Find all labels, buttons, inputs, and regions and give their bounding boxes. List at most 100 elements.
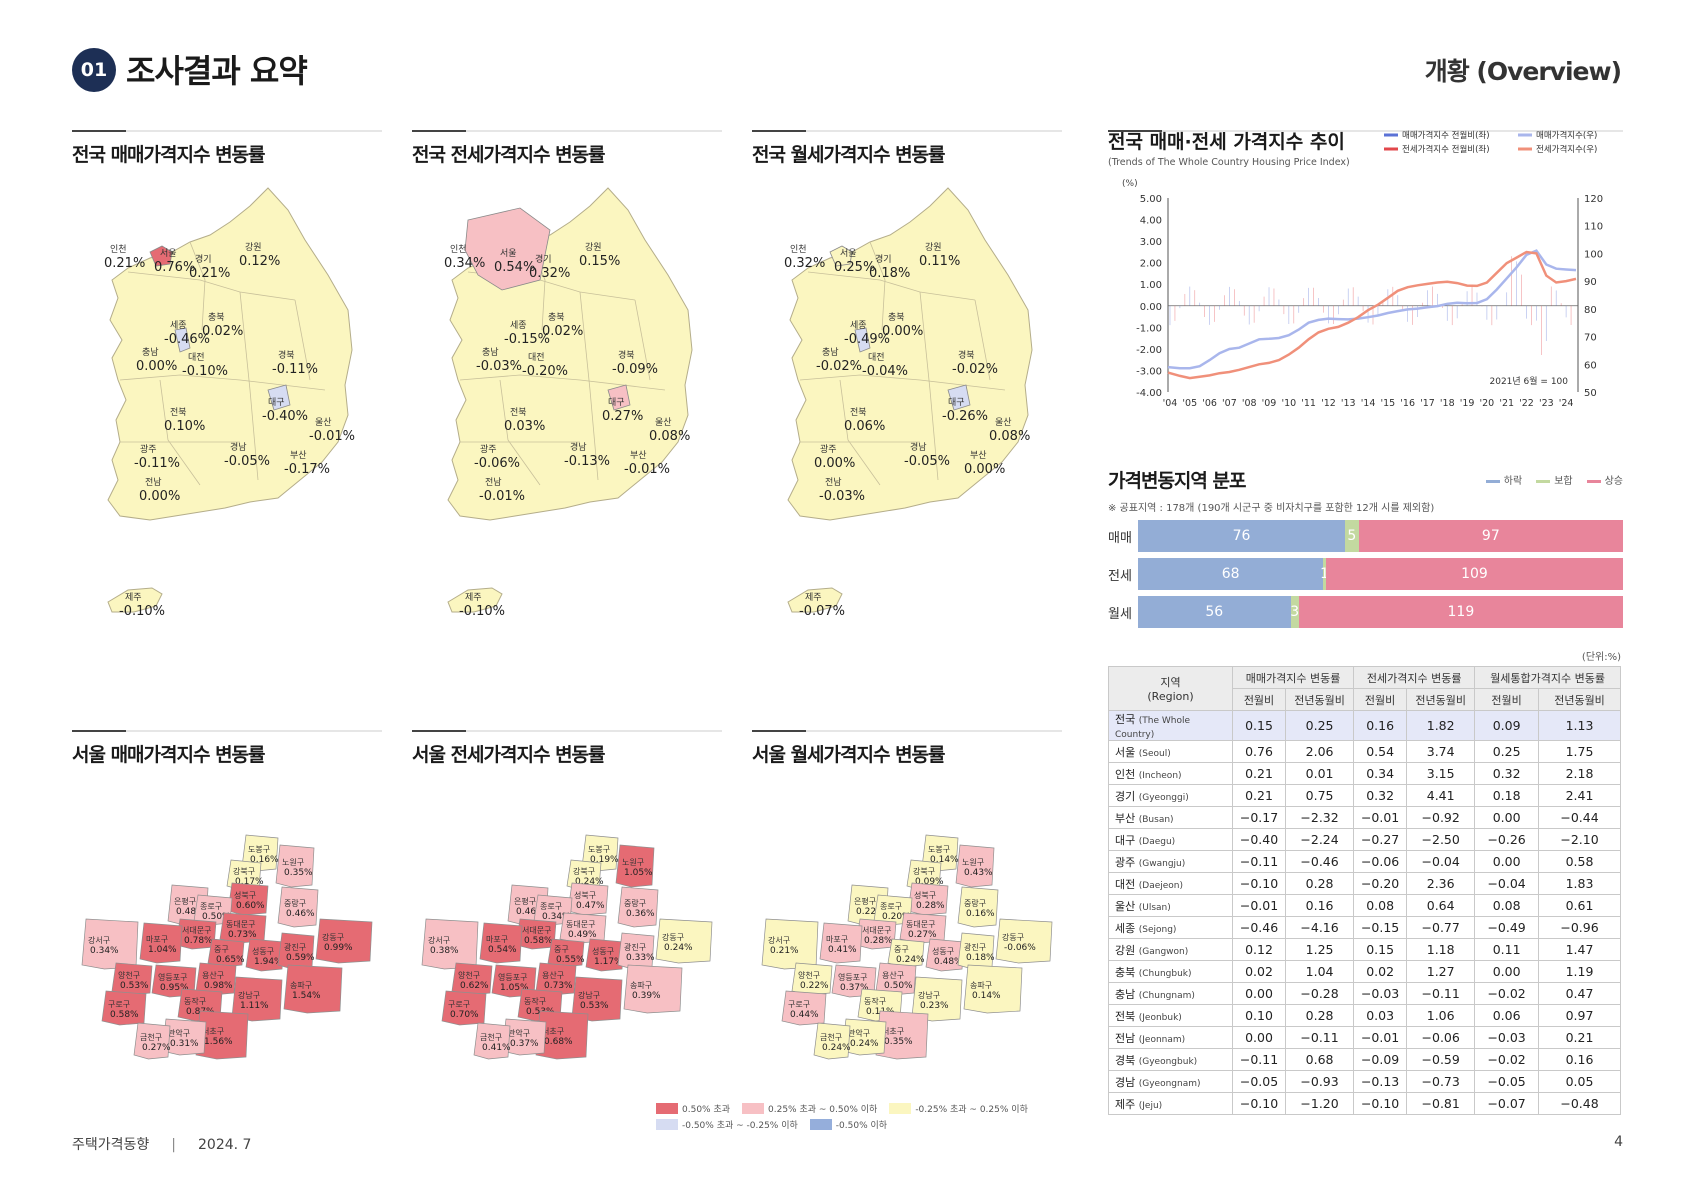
- value-cell: −0.10: [1231, 872, 1287, 895]
- distribution-note: ※ 공표지역 : 178개 (190개 시군구 중 비자치구를 포함한 12개 …: [1108, 503, 1435, 514]
- sub-header: 전년동월비: [1406, 688, 1476, 711]
- district-shape: [245, 938, 285, 972]
- sale-index-line: [1167, 249, 1577, 370]
- table-row: 부산 (Busan) −0.17 −2.32 −0.01 −0.92 0.00 −0.44: [1108, 806, 1621, 829]
- legend-label: 매매가격지수 전월비(좌): [1402, 130, 1490, 141]
- value-cell: −2.24: [1285, 828, 1355, 851]
- region-cell: 충북 (Chungbuk): [1108, 960, 1233, 983]
- region-name: 전북: [510, 407, 527, 418]
- legend-label: -0.50% 초과 ~ -0.25% 이하: [682, 1121, 798, 1131]
- value-cell: −0.02: [1474, 1048, 1540, 1071]
- district-value: 0.73%: [228, 930, 257, 940]
- value-cell: 4.41: [1406, 784, 1476, 807]
- region-value: 0.00%: [814, 456, 855, 471]
- district-name: 동대문구: [226, 920, 255, 929]
- region-name: 강원: [245, 242, 262, 253]
- value-cell: −0.01: [1353, 806, 1408, 829]
- district-value: 0.99%: [324, 943, 353, 953]
- district-value: 0.22%: [800, 981, 829, 991]
- region-cell: 충남 (Chungnam): [1108, 982, 1233, 1005]
- district-name: 성북구: [574, 891, 596, 900]
- district-name: 동대문구: [906, 920, 935, 929]
- page-number: 4: [1614, 1134, 1623, 1150]
- y-tick-label: -3.00: [1136, 366, 1162, 377]
- y-tick-label: 1.00: [1140, 280, 1162, 291]
- legend-label: 전세가격지수(우): [1536, 144, 1597, 155]
- region-name: 광주: [480, 443, 497, 455]
- district-name: 서대문구: [522, 926, 551, 935]
- district-name: 은평구: [174, 896, 196, 906]
- district-value: 1.05%: [500, 983, 529, 993]
- value-cell: −4.16: [1285, 916, 1355, 939]
- district-value: 0.48%: [934, 957, 963, 967]
- value-cell: 0.76: [1231, 740, 1287, 763]
- value-cell: −0.73: [1406, 1070, 1476, 1093]
- district-value: 1.17%: [594, 957, 623, 967]
- district-value: 0.46%: [286, 909, 315, 919]
- district-shape: [813, 1022, 851, 1060]
- region-value: -0.13%: [564, 454, 610, 469]
- region-value: 0.06%: [844, 419, 885, 434]
- region-value: 0.21%: [104, 256, 145, 271]
- district-value: 0.65%: [216, 955, 245, 965]
- district-value: 0.37%: [840, 983, 869, 993]
- value-cell: −0.05: [1474, 1070, 1540, 1093]
- x-tick-label: '16: [1400, 398, 1415, 409]
- region-value: -0.09%: [612, 362, 658, 377]
- province-boundary: [119, 374, 326, 391]
- province-boundary: [974, 299, 991, 381]
- value-cell: −0.28: [1285, 982, 1355, 1005]
- legend-item-up: 상승: [1586, 472, 1623, 487]
- legend-item: -0.50% 초과 ~ -0.25% 이하: [656, 1118, 798, 1131]
- district-shape: [955, 844, 995, 888]
- legend-item: -0.25% 초과 ~ 0.25% 이하: [889, 1102, 1028, 1115]
- value-cell: 2.18: [1538, 762, 1621, 785]
- value-cell: 0.00: [1231, 982, 1287, 1005]
- region-name: 전북: [170, 407, 187, 418]
- region-name: 부산: [630, 450, 647, 461]
- region-name: 서울: [840, 248, 857, 259]
- district-value: 1.11%: [240, 1001, 269, 1011]
- district-shape: [995, 918, 1053, 964]
- value-cell: 0.11: [1474, 938, 1540, 961]
- region-value: 0.34%: [444, 256, 485, 271]
- value-cell: 0.58: [1538, 850, 1621, 873]
- legend-item: 0.25% 초과 ~ 0.50% 이하: [742, 1102, 877, 1115]
- value-cell: 0.18: [1474, 784, 1540, 807]
- region-cell: 인천 (Incheon): [1108, 762, 1233, 785]
- x-tick-label: '23: [1539, 398, 1554, 409]
- value-cell: 0.28: [1285, 1004, 1355, 1027]
- section-title-seoul-rent: 서울 월세가격지수 변동률: [752, 744, 946, 766]
- footer-separator: |: [171, 1137, 176, 1153]
- district-value: 0.31%: [170, 1039, 199, 1049]
- district-value: 0.14%: [972, 991, 1001, 1001]
- district-value: 0.24%: [850, 1039, 879, 1049]
- district-shape: [479, 922, 523, 964]
- district-shape: [617, 886, 659, 928]
- region-value: -0.11%: [272, 362, 318, 377]
- region-name: 광주: [820, 443, 837, 455]
- legend-item: -0.50% 이하: [809, 1118, 887, 1131]
- district-name: 마포구: [486, 935, 508, 944]
- sub-header: 전년동월비: [1538, 688, 1621, 711]
- region-value: 0.00%: [136, 359, 177, 374]
- region-name: 경기: [535, 253, 552, 265]
- value-cell: 1.83: [1538, 872, 1621, 895]
- district-name: 강북구: [573, 866, 595, 876]
- distribution-segment-down: 76: [1138, 520, 1346, 552]
- value-cell: 3.74: [1406, 740, 1476, 763]
- value-cell: −0.01: [1353, 1026, 1408, 1049]
- region-value: 0.08%: [989, 429, 1030, 444]
- region-value: 0.32%: [529, 266, 570, 281]
- value-cell: 1.18: [1406, 938, 1476, 961]
- district-value: 1.54%: [292, 991, 321, 1001]
- region-name: 인천: [790, 244, 807, 255]
- value-cell: −0.07: [1474, 1092, 1540, 1115]
- region-name: 전남: [145, 477, 162, 488]
- district-name: 광진구: [284, 942, 306, 952]
- sub-header: 전월비: [1231, 688, 1287, 711]
- region-cell: 울산 (Ulsan): [1108, 894, 1233, 917]
- region-name: 경북: [618, 349, 635, 361]
- district-name: 동대문구: [566, 920, 595, 929]
- region-value: 0.18%: [869, 266, 910, 281]
